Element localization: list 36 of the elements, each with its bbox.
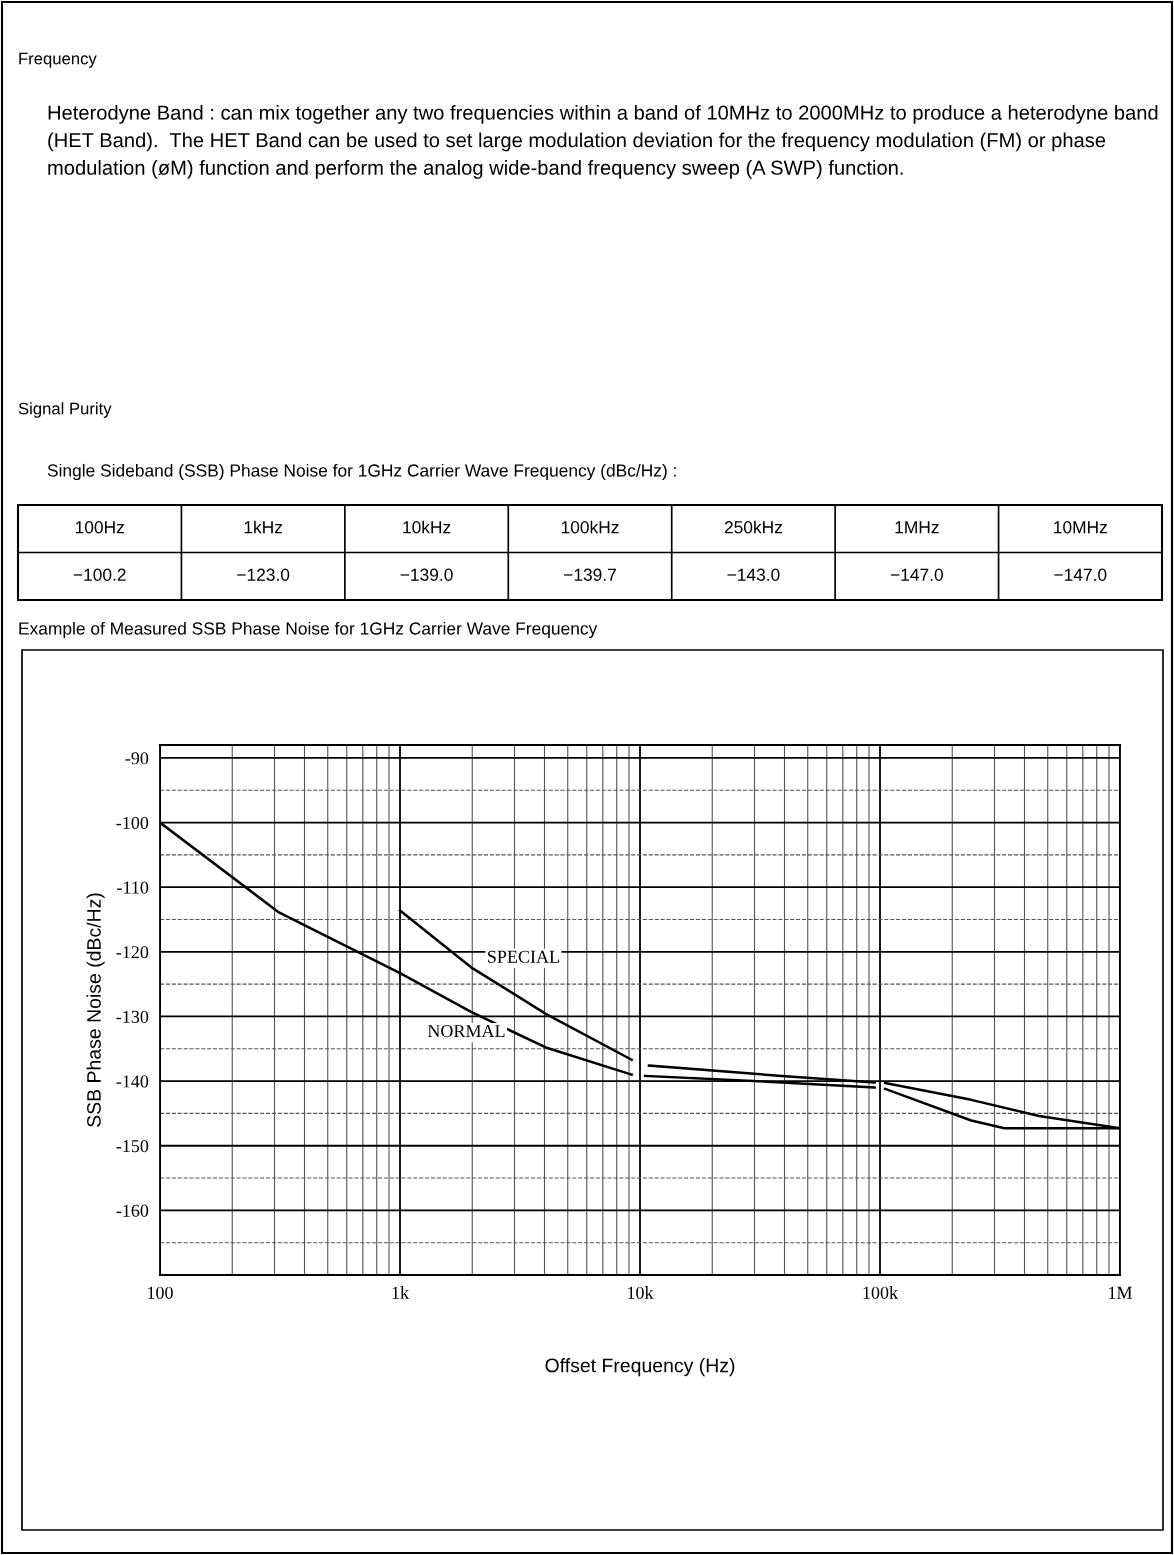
x-tick-label: 1k [392, 1286, 410, 1299]
text: −100.2 [73, 568, 126, 581]
x-tick-label: 100k [863, 1286, 899, 1299]
text: −123.0 [237, 568, 290, 581]
text: Single Sideband (SSB) Phase Noise for 1GHz Carrier Wave Frequency (dBc/Hz) : [47, 463, 676, 481]
y-tick-label: -110 [117, 881, 149, 894]
text: Heterodyne Band : can mix together any two frequencies within a band of 10MHz to 2000MHz to produce a heterodyne band (HET Band). The HET Band can be used to set large modulation deviation for the frequency modulation (FM) or phase modulation (øM) function and perform the analog wide-band frequency sweep (A SWP) function. [48, 105, 1158, 179]
text: Signal Purity [18, 402, 112, 418]
text: 250kHz [724, 520, 782, 534]
text: −147.0 [890, 568, 943, 581]
text: 10kHz [403, 520, 451, 534]
series-label: SPECIAL [488, 950, 559, 963]
series-label: NORMAL [427, 1025, 505, 1038]
x-axis-title: Offset Frequency (Hz) [545, 1358, 735, 1377]
y-tick-label: -150 [116, 1139, 149, 1153]
text: 1kHz [244, 520, 283, 534]
text: −139.0 [400, 568, 453, 581]
y-tick-label: -120 [116, 946, 149, 959]
x-tick-label: 100 [148, 1286, 173, 1299]
chart-title: Example of Measured SSB Phase Noise for 1GHz Carrier Wave Frequency [19, 621, 598, 639]
y-tick-label: -160 [116, 1204, 149, 1217]
x-tick-label: 10k [628, 1286, 654, 1299]
text: −139.7 [564, 568, 616, 581]
y-axis-title: SSB Phase Noise (dBc/Hz) [86, 893, 105, 1127]
text: 100kHz [561, 520, 619, 534]
y-tick-label: -90 [125, 752, 149, 765]
y-tick-label: -100 [116, 816, 149, 829]
text: −147.0 [1054, 568, 1107, 581]
text: 1MHz [895, 521, 939, 534]
text: Frequency [19, 52, 97, 68]
x-tick-label: 1M [1109, 1286, 1133, 1299]
y-tick-label: -130 [116, 1010, 149, 1023]
text: 10MHz [1054, 521, 1107, 534]
text: 100Hz [75, 521, 124, 534]
text: −143.0 [727, 568, 780, 581]
y-tick-label: -140 [116, 1075, 149, 1088]
